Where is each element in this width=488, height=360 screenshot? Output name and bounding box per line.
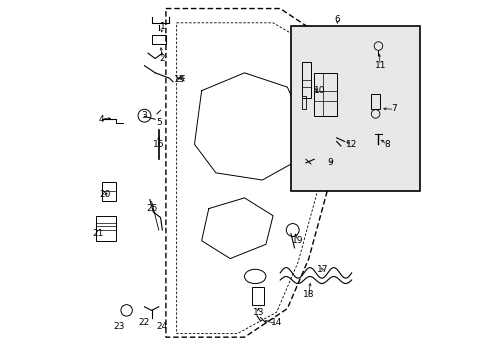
Text: 23: 23 [114,322,125,331]
Text: 13: 13 [252,308,264,317]
Text: 4: 4 [99,115,104,124]
Text: 25: 25 [145,204,157,213]
Text: 3: 3 [142,111,147,120]
Text: 7: 7 [391,104,397,113]
Bar [301,62,310,98]
Text: 24: 24 [156,322,167,331]
Bar [313,73,337,116]
Text: 19: 19 [292,236,303,245]
Bar [301,96,305,109]
Text: 20: 20 [99,190,111,199]
Text: 16: 16 [153,140,164,149]
Text: 10: 10 [313,86,325,95]
Text: 5: 5 [156,118,162,127]
Text: 1: 1 [159,22,165,31]
Text: 21: 21 [92,229,103,238]
Bar [251,287,264,305]
Text: 6: 6 [334,15,340,24]
Text: 17: 17 [317,265,328,274]
Text: 8: 8 [384,140,389,149]
Text: 9: 9 [326,158,332,167]
Bar [370,94,380,109]
Bar [290,26,419,191]
Text: 18: 18 [303,290,314,299]
Text: 12: 12 [346,140,357,149]
Bar [151,35,165,44]
Bar [96,216,116,241]
Text: 2: 2 [159,54,165,63]
Text: 14: 14 [270,318,282,327]
Text: 22: 22 [139,318,150,327]
Text: 15: 15 [174,76,185,85]
Text: 11: 11 [374,61,385,70]
Bar [102,182,116,202]
